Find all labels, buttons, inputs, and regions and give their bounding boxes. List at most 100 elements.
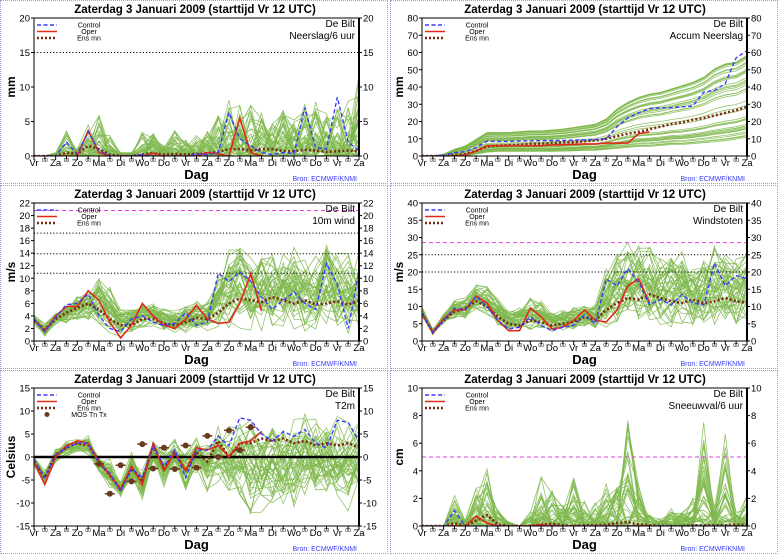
x-tick-label: Di — [656, 528, 665, 539]
ensemble-member-line — [422, 262, 747, 334]
y-tick-label-right: -15 — [363, 522, 377, 533]
y-axis-label: mm — [392, 76, 406, 97]
y-tick-label: 5 — [413, 319, 418, 330]
y-tick-label: 5 — [25, 117, 30, 128]
y-tick-label: 14 — [19, 249, 30, 260]
y-tick-label: 20 — [407, 268, 418, 279]
y-axis-label: mm — [4, 76, 18, 97]
x-minor-tick-label: 00 — [517, 528, 523, 534]
x-tick-label: Za — [438, 158, 450, 169]
x-minor-tick-label: 00 — [582, 528, 588, 534]
x-tick-label: Di — [504, 158, 513, 169]
x-minor-tick-label: 00 — [129, 158, 135, 164]
x-minor-tick-label: 00 — [280, 343, 286, 349]
x-minor-tick-label: 00 — [280, 528, 286, 534]
x-tick-label: Za — [50, 528, 62, 539]
ensemble-member-line — [34, 247, 359, 328]
chart-panel-2: Zaterdag 3 Januari 2009 (starttijd Vr 12… — [390, 0, 778, 184]
x-minor-tick-label: 00 — [237, 528, 243, 534]
x-minor-tick-label: 00 — [345, 158, 351, 164]
x-tick-label: Vr — [181, 158, 190, 169]
mos-marker — [182, 442, 189, 449]
ensemble-member-line — [422, 56, 747, 156]
legend-label-ensmean: Ens mn — [77, 406, 101, 413]
ensemble-members — [34, 412, 359, 516]
x-tick-label: Vr — [29, 343, 38, 354]
x-minor-tick-label: 00 — [194, 158, 200, 164]
y-tick-label-right: 5 — [751, 319, 756, 330]
x-tick-label: Za — [741, 343, 753, 354]
x-minor-tick-label: 00 — [215, 343, 221, 349]
y-tick-label: 6 — [413, 439, 418, 450]
legend-label-control: Control — [466, 23, 489, 30]
y-tick-label-right: 6 — [363, 299, 368, 310]
x-tick-label: Zo — [611, 343, 622, 354]
x-minor-tick-label: 00 — [107, 343, 113, 349]
x-minor-tick-label: 00 — [560, 343, 566, 349]
y-tick-label: 80 — [407, 14, 418, 25]
y-tick-label-right: 10 — [751, 302, 762, 313]
x-minor-tick-label: 00 — [473, 158, 479, 164]
legend-swatch-mos — [44, 412, 50, 417]
x-minor-tick-label: 00 — [302, 528, 308, 534]
x-tick-label: Wo — [287, 158, 301, 169]
y-tick-label: 35 — [407, 216, 418, 227]
chart: Zaterdag 3 Januari 2009 (starttijd Vr 12… — [4, 374, 377, 553]
x-tick-label: Zo — [223, 343, 234, 354]
x-tick-label: Vr — [569, 528, 578, 539]
x-minor-tick-label: 00 — [107, 528, 113, 534]
x-minor-tick-label: 00 — [237, 343, 243, 349]
oper-line — [34, 271, 263, 340]
mos-marker — [193, 464, 200, 471]
y-tick-label: 0 — [25, 453, 30, 464]
x-minor-tick-label: 00 — [473, 343, 479, 349]
y-tick-label: 50 — [407, 65, 418, 76]
location-label: De Bilt — [714, 389, 744, 400]
x-tick-label: Wo — [523, 158, 537, 169]
x-tick-label: Wo — [287, 528, 301, 539]
y-tick-label-right: 5 — [363, 430, 368, 441]
ensemble-member-line — [422, 250, 747, 331]
y-tick-label-right: 10 — [363, 407, 374, 418]
legend-label-oper: Oper — [469, 29, 485, 36]
location-label: De Bilt — [714, 19, 744, 30]
x-tick-label: Vr — [721, 158, 730, 169]
y-tick-label-right: 5 — [363, 117, 368, 128]
x-minor-tick-label: 00 — [64, 158, 70, 164]
x-tick-label: Wo — [523, 528, 537, 539]
ensemble-member-line — [34, 435, 359, 494]
x-minor-tick-label: 00 — [107, 158, 113, 164]
source-label: Bron: ECMWF/KNMI — [680, 546, 745, 553]
x-minor-tick-label: 00 — [324, 158, 330, 164]
control-line — [422, 261, 747, 334]
x-minor-tick-label: 00 — [302, 158, 308, 164]
y-tick-label: 15 — [19, 384, 30, 395]
mos-marker — [226, 427, 232, 434]
y-tick-label: 15 — [407, 285, 418, 296]
y-tick-label: -10 — [16, 499, 30, 510]
y-tick-label-right: 60 — [751, 48, 762, 59]
x-minor-tick-label: 00 — [85, 528, 91, 534]
ensemble-member-line — [34, 283, 359, 334]
y-tick-label-right: 8 — [751, 411, 756, 422]
legend-label-ensmean: Ens mn — [465, 36, 489, 43]
x-tick-label: Do — [158, 528, 170, 539]
x-minor-tick-label: 00 — [194, 528, 200, 534]
variable-label: Accum Neerslag — [670, 31, 743, 42]
ensemble-member-line — [422, 126, 747, 156]
x-tick-label: Za — [50, 158, 62, 169]
y-tick-label-right: 0 — [363, 152, 368, 163]
x-axis-label: Dag — [572, 537, 597, 552]
x-minor-tick-label: 00 — [430, 158, 436, 164]
x-minor-tick-label: 00 — [690, 343, 696, 349]
x-minor-tick-label: 00 — [668, 343, 674, 349]
ensemble-members — [34, 244, 359, 338]
y-tick-label-right: 15 — [751, 285, 762, 296]
x-tick-label: Ma — [632, 158, 646, 169]
y-tick-label: 2 — [25, 324, 30, 335]
x-minor-tick-label: 00 — [603, 528, 609, 534]
x-tick-label: Do — [310, 528, 322, 539]
chart-title: Zaterdag 3 Januari 2009 (starttijd Vr 12… — [464, 4, 706, 16]
x-tick-label: Zo — [611, 528, 622, 539]
legend-label-mos: MOS Tn Tx — [71, 412, 107, 419]
